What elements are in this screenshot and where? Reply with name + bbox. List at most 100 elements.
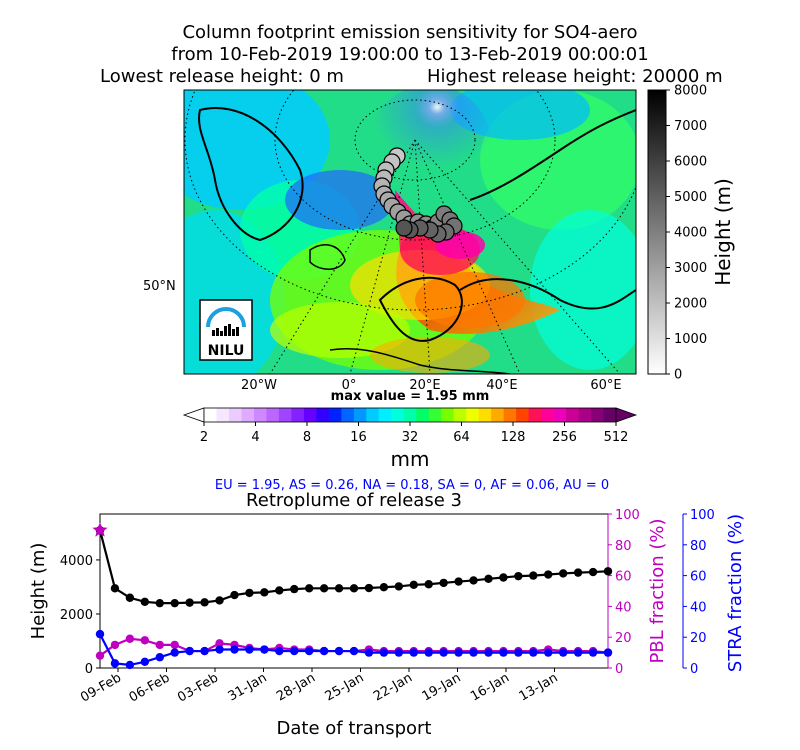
series-point [364, 648, 374, 657]
colorbar-under-arrow [182, 407, 205, 423]
colorbar-tick-label: 256 [552, 430, 577, 445]
x-axis-label: Date of transport [277, 718, 432, 739]
y-left-tick-label: 2000 [60, 608, 93, 623]
series-point [245, 588, 254, 598]
x-tick-label: 19-Jan [420, 670, 464, 704]
region-summary: EU = 1.95, AS = 0.26, NA = 0.18, SA = 0,… [215, 478, 609, 493]
colorbar-cell [478, 408, 492, 422]
series-point [499, 648, 508, 657]
colorbar-cell [366, 408, 380, 422]
colorbar-cell [403, 408, 417, 422]
series-point [125, 634, 135, 643]
series-point [514, 571, 523, 581]
series-point [469, 576, 478, 585]
series-point [155, 653, 164, 662]
stra-tick-label: 80 [690, 539, 707, 554]
colorbar-tick-label: 512 [604, 430, 629, 445]
series-point [454, 648, 463, 657]
colorbar-tick-label: 8 [303, 430, 311, 445]
stra-tick-label: 100 [690, 508, 715, 523]
series-point [588, 648, 598, 657]
series-point [304, 646, 314, 656]
colorbar-cell [291, 408, 305, 422]
pbl-tick-label: 100 [615, 508, 640, 523]
series-point [409, 648, 418, 657]
series-point [529, 648, 538, 657]
colorbar-cell [341, 408, 355, 422]
colorbar-cell [553, 408, 567, 422]
series-point [529, 571, 538, 580]
lat-label-50n: 50°N [143, 279, 176, 294]
series-point [499, 573, 508, 582]
x-tick-label: 31-Jan [226, 670, 270, 704]
chart-title: Retroplume of release 3 [246, 490, 462, 511]
colorbar-cell [516, 408, 530, 422]
pbl-tick-label: 60 [615, 570, 632, 585]
colorbar-cell [266, 408, 280, 422]
series-point [603, 648, 613, 657]
y-left-tick-label: 4000 [60, 554, 93, 569]
series-point [349, 584, 359, 593]
height-colorbar-tick-label: 7000 [674, 119, 707, 134]
colorbar-cell [253, 408, 267, 422]
series-point [260, 588, 269, 597]
colorbar-cell [303, 408, 317, 422]
colorbar-tick-label: 128 [501, 430, 526, 445]
nilu-logo: NILU [199, 299, 253, 361]
series-point [200, 598, 209, 607]
series-point [379, 648, 389, 657]
height-colorbar-tick-label: 4000 [674, 226, 707, 241]
series-point [409, 580, 418, 589]
nilu-logo-text: NILU [208, 343, 245, 359]
series-point [170, 640, 179, 650]
max-value-label: max value = 1.95 mm [331, 389, 490, 404]
colorbar-cell [391, 408, 405, 422]
map-frame [183, 89, 637, 375]
series-point [155, 640, 164, 650]
pbl-tick-label: 80 [615, 539, 632, 554]
trajectory-markers [373, 147, 463, 243]
series-point [290, 584, 299, 594]
x-tick-label: 13-Jan [517, 670, 561, 704]
series-point [349, 646, 359, 656]
start-star-marker [92, 522, 108, 537]
colorbar-cell [241, 408, 255, 422]
title-lowest-release: Lowest release height: 0 m [100, 66, 344, 87]
x-tick-label: 25-Jan [323, 670, 367, 704]
colorbar-cell [591, 408, 605, 422]
colorbar-cell [541, 408, 555, 422]
title-line1: Column footprint emission sensitivity fo… [182, 22, 637, 43]
series-point [558, 648, 568, 657]
colorbar-cell [503, 408, 517, 422]
x-tick-label: 22-Jan [371, 670, 415, 704]
stra-tick-label: 60 [690, 570, 707, 585]
colorbar-cell [216, 408, 230, 422]
series-point [200, 646, 209, 656]
series-point [424, 580, 433, 589]
series-point [304, 584, 314, 593]
longitude-label: 0° [342, 378, 357, 393]
title-highest-release: Highest release height: 20000 m [427, 66, 723, 87]
height-colorbar-label: Height (m) [711, 178, 735, 286]
colorbar-tick-label: 32 [402, 430, 419, 445]
series-point [170, 648, 179, 657]
footprint-map [184, 90, 636, 374]
longitude-label: 60°E [590, 378, 621, 393]
series-point [544, 570, 553, 579]
series-point [394, 648, 404, 657]
colorbar-cell [353, 408, 367, 422]
height-colorbar-tick-label: 0 [674, 368, 682, 383]
series-point [170, 598, 179, 608]
x-tick-label: 06-Feb [127, 670, 173, 705]
x-tick-label: 16-Jan [468, 670, 512, 704]
colorbar-cell [278, 408, 292, 422]
series-point [544, 648, 553, 657]
colorbar-cell [453, 408, 467, 422]
pbl-tick-label: 0 [615, 662, 623, 677]
series-point [245, 645, 254, 654]
series-point [334, 584, 344, 593]
series-point [215, 639, 224, 648]
pbl-axis-label: PBL fraction (%) [647, 519, 668, 664]
series-point [319, 584, 329, 593]
colorbar-tick-label: 64 [453, 430, 470, 445]
